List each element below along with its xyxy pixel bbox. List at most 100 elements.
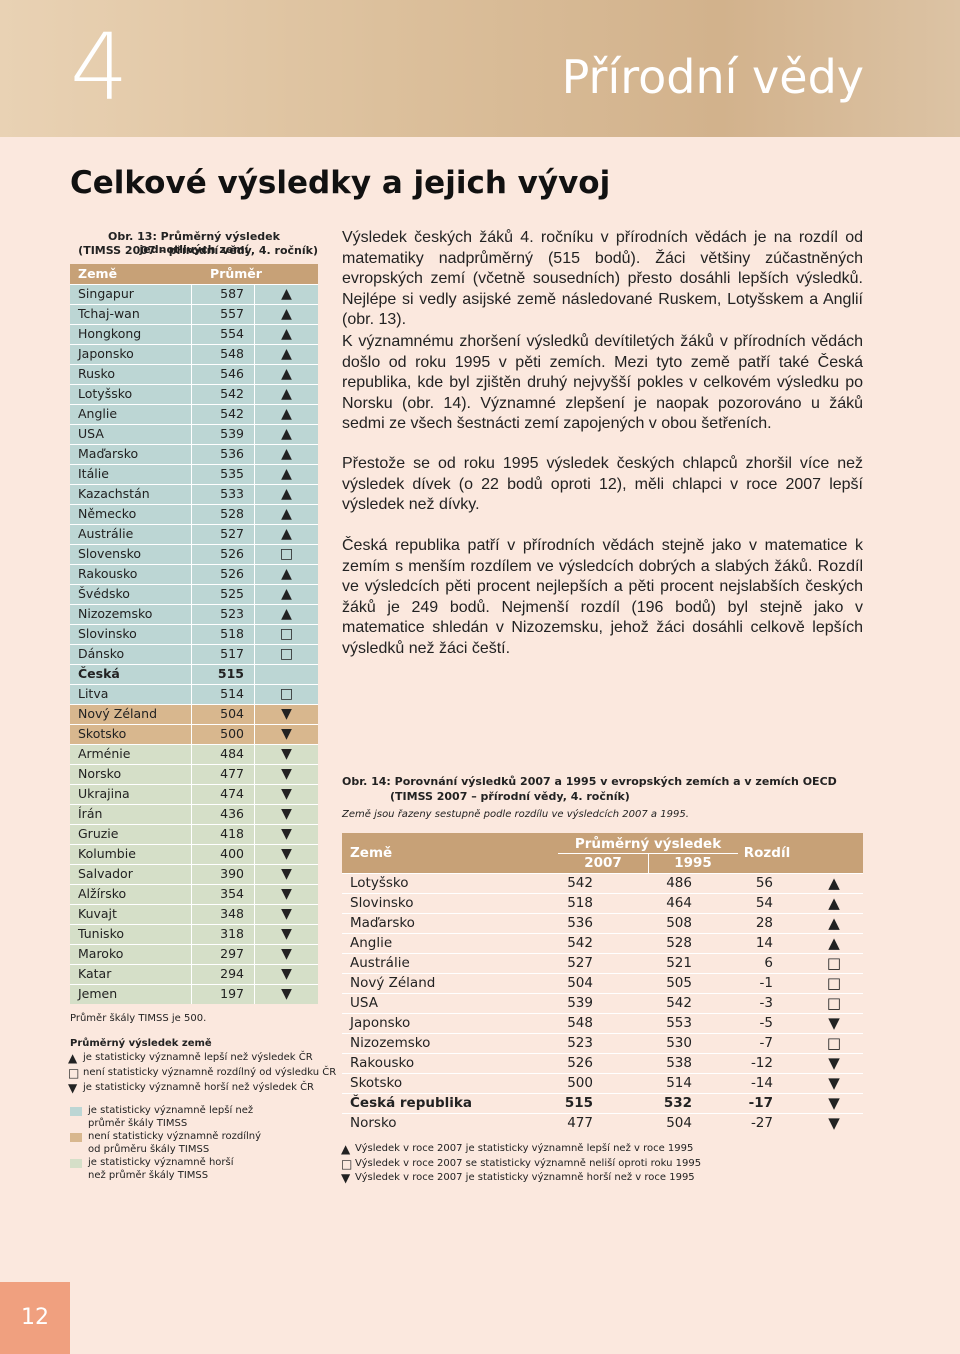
symbol: ▲	[281, 386, 292, 402]
legend-text: je statisticky významně horší než výsled…	[83, 1082, 314, 1093]
table-row	[70, 524, 318, 544]
table-row	[70, 824, 318, 844]
row-divider	[254, 724, 255, 744]
row-divider	[254, 884, 255, 904]
legend-text: od průměru škály TIMSS	[88, 1144, 210, 1155]
symbol: ▲	[281, 566, 292, 582]
symbol: □	[826, 1034, 842, 1052]
legend-symbol: ▼	[68, 1081, 78, 1095]
symbol: ▲	[828, 894, 840, 912]
value: 548	[220, 346, 244, 361]
symbol: ▲	[281, 486, 292, 502]
legend-swatch	[70, 1107, 82, 1116]
table-row	[342, 993, 863, 1013]
table-row	[70, 684, 318, 704]
row-divider	[191, 464, 192, 484]
table-row	[70, 884, 318, 904]
value: 418	[220, 826, 244, 841]
row-divider	[191, 384, 192, 404]
row-divider	[254, 664, 255, 684]
row-divider	[191, 784, 192, 804]
country: Nový Zéland	[350, 975, 436, 991]
row-divider	[254, 784, 255, 804]
table-row	[70, 804, 318, 824]
symbol: ▲	[828, 874, 840, 892]
symbol: □	[826, 954, 842, 972]
legend-text: průměr škály TIMSS	[88, 1118, 188, 1129]
value: 536	[220, 446, 244, 461]
caption: (TIMSS 2007 – přírodní vědy, 4. ročník)	[78, 244, 318, 257]
value: 525	[220, 586, 244, 601]
table-row	[70, 644, 318, 664]
country: Tunisko	[78, 926, 125, 941]
value: 474	[220, 786, 244, 801]
row-divider	[254, 964, 255, 984]
country: Německo	[78, 506, 137, 521]
table-row	[342, 1073, 863, 1093]
value: 542	[567, 935, 593, 951]
country: Kolumbie	[78, 846, 136, 861]
table-row	[70, 324, 318, 344]
row-divider	[191, 804, 192, 824]
row-divider	[191, 764, 192, 784]
country: Rakousko	[78, 566, 138, 581]
table-row	[70, 964, 318, 984]
row-divider	[254, 704, 255, 724]
country: Salvador	[78, 866, 133, 881]
country: Rusko	[78, 366, 115, 381]
row-divider	[191, 364, 192, 384]
symbol: ▼	[828, 1014, 840, 1032]
table-row	[70, 304, 318, 324]
row-divider	[191, 444, 192, 464]
symbol: ▲	[281, 406, 292, 422]
row-divider	[191, 344, 192, 364]
country: Nizozemsko	[350, 1035, 431, 1051]
table-row	[70, 724, 318, 744]
row-divider	[254, 364, 255, 384]
row-divider	[191, 824, 192, 844]
paragraph: K významnému zhoršení výsledků devítilet…	[342, 333, 863, 432]
value: -12	[750, 1055, 773, 1071]
value: 542	[567, 875, 593, 891]
row-divider	[191, 964, 192, 984]
table-row	[70, 924, 318, 944]
row-divider	[254, 624, 255, 644]
legend-text: není statisticky významně rozdílný od vý…	[83, 1067, 337, 1078]
row-divider	[254, 384, 255, 404]
table-row	[70, 424, 318, 444]
table-row	[70, 624, 318, 644]
paragraph: Česká republika patří v přírodních vědác…	[342, 537, 863, 657]
symbol: ▲	[281, 306, 292, 322]
country: Norsko	[78, 766, 122, 781]
country: Anglie	[78, 406, 118, 421]
symbol: □	[279, 546, 294, 562]
value: -1	[759, 975, 773, 991]
value: 526	[220, 546, 244, 561]
value: 348	[220, 906, 244, 921]
country: Ukrajina	[78, 786, 130, 801]
table-row	[70, 364, 318, 384]
value: -17	[748, 1095, 773, 1111]
country: Nizozemsko	[78, 606, 153, 621]
value: 515	[564, 1095, 593, 1111]
legend-symbol: □	[341, 1156, 353, 1171]
value: 504	[666, 1115, 692, 1131]
country: Írán	[78, 806, 103, 821]
table-row	[342, 873, 863, 893]
table-row	[70, 604, 318, 624]
country: Arménie	[78, 746, 131, 761]
paragraph: Přestože se od roku 1995 výsledek českýc…	[342, 455, 863, 513]
subcaption: Země jsou řazeny sestupně podle rozdílu …	[342, 809, 689, 820]
symbol: ▼	[281, 986, 292, 1002]
country: Švédsko	[78, 586, 130, 601]
symbol: ▼	[828, 1114, 840, 1132]
country: Kazachstán	[78, 486, 150, 501]
value: 542	[666, 995, 692, 1011]
row-divider	[191, 844, 192, 864]
country: Slovensko	[78, 546, 142, 561]
country: Jemen	[78, 986, 118, 1001]
table-row	[70, 484, 318, 504]
country: Dánsko	[78, 646, 125, 661]
value: 528	[220, 506, 244, 521]
table-row	[342, 913, 863, 933]
